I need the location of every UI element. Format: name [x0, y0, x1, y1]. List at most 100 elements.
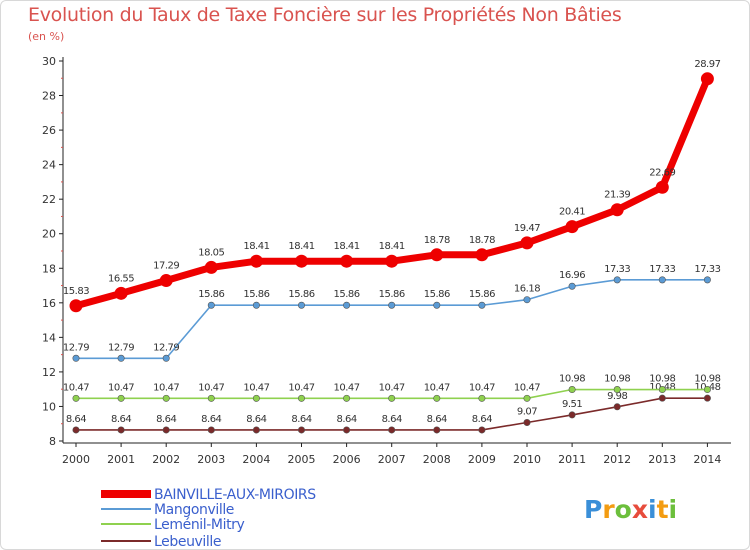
data-label: 18.78	[469, 235, 495, 246]
data-label: 17.33	[694, 264, 720, 275]
data-label: 10.98	[649, 374, 675, 385]
data-point	[297, 426, 305, 434]
data-label: 17.29	[153, 261, 179, 272]
brand-letter: i	[669, 495, 678, 524]
data-label: 10.47	[108, 382, 134, 393]
data-point	[343, 426, 351, 434]
data-point	[568, 411, 576, 419]
x-tick-label: 2012	[603, 453, 631, 466]
data-label: 15.86	[288, 289, 314, 300]
data-label: 12.79	[108, 342, 134, 353]
data-label: 8.64	[66, 414, 86, 425]
data-point	[117, 426, 125, 434]
data-point	[69, 299, 83, 313]
data-label: 16.18	[514, 284, 540, 295]
data-label: 8.64	[246, 414, 266, 425]
data-label: 8.64	[427, 414, 447, 425]
y-tick-label: 8	[49, 435, 56, 448]
data-label: 22.69	[649, 167, 675, 178]
data-label: 10.47	[288, 382, 314, 393]
data-label: 15.86	[334, 289, 360, 300]
chart-title: Evolution du Taux de Taxe Foncière sur l…	[28, 4, 622, 26]
y-tick-label: 24	[42, 159, 56, 172]
y-tick-label: 26	[42, 124, 56, 137]
data-point	[478, 394, 486, 402]
legend-label: Lebeuville	[154, 534, 221, 550]
data-point	[433, 394, 441, 402]
legend-label: Leménil-Mitry	[154, 517, 245, 533]
data-point	[433, 426, 441, 434]
brand-letter: r	[602, 495, 615, 524]
data-point	[252, 426, 260, 434]
data-label: 12.79	[153, 342, 179, 353]
data-label: 10.47	[379, 382, 405, 393]
data-point	[520, 236, 534, 250]
data-point	[343, 394, 351, 402]
y-tick-label: 16	[42, 297, 56, 310]
brand-logo: Proxiti	[584, 495, 677, 524]
data-label: 9.51	[562, 399, 582, 410]
data-point	[703, 276, 711, 284]
data-point	[207, 426, 215, 434]
data-point	[207, 394, 215, 402]
data-label: 12.79	[63, 342, 89, 353]
data-label: 16.55	[108, 273, 134, 284]
data-label: 16.96	[559, 270, 585, 281]
x-tick-label: 2000	[62, 453, 90, 466]
data-point	[72, 394, 80, 402]
data-point	[478, 426, 486, 434]
data-label: 15.83	[63, 286, 89, 297]
data-point	[343, 301, 351, 309]
data-point	[658, 276, 666, 284]
data-point	[658, 394, 666, 402]
brand-letter: x	[632, 495, 648, 524]
data-label: 8.64	[156, 414, 176, 425]
data-point	[249, 254, 263, 268]
data-point	[207, 301, 215, 309]
data-label: 8.64	[382, 414, 402, 425]
x-tick-label: 2002	[152, 453, 180, 466]
data-label: 18.05	[198, 247, 224, 258]
legend-label: BAINVILLE-AUX-MIROIRS	[154, 487, 316, 503]
data-label: 10.98	[694, 374, 720, 385]
y-tick-label: 12	[42, 366, 56, 379]
data-point	[252, 301, 260, 309]
series-0: 15.83 16.55 17.29 18.05 18.41 18.41 18.41 18.41…	[63, 59, 721, 313]
data-label: 20.41	[559, 207, 585, 218]
y-tick-label: 28	[42, 90, 56, 103]
data-label: 17.33	[604, 264, 630, 275]
data-point	[297, 394, 305, 402]
data-point	[700, 72, 714, 86]
data-point	[159, 274, 173, 288]
data-label: 15.86	[198, 289, 224, 300]
data-point	[610, 203, 624, 217]
data-point	[340, 254, 354, 268]
y-tick-label: 10	[42, 400, 56, 413]
y-tick-label: 14	[42, 331, 56, 344]
data-label: 10.47	[469, 382, 495, 393]
data-label: 8.64	[201, 414, 221, 425]
data-point	[204, 260, 218, 274]
data-point	[703, 394, 711, 402]
data-label: 8.64	[336, 414, 356, 425]
series-1: 12.79 12.79 12.79 15.86 15.86 15.86 15.86 15.86…	[63, 264, 721, 362]
data-point	[433, 301, 441, 309]
data-point	[523, 394, 531, 402]
data-point	[565, 220, 579, 234]
data-point	[430, 248, 444, 262]
data-point	[252, 394, 260, 402]
data-label: 8.64	[291, 414, 311, 425]
data-point	[523, 419, 531, 427]
data-label: 10.98	[559, 374, 585, 385]
data-point	[613, 403, 621, 411]
data-point	[703, 386, 711, 394]
x-tick-label: 2014	[693, 453, 721, 466]
data-label: 18.41	[379, 241, 405, 252]
data-point	[162, 354, 170, 362]
x-tick-label: 2008	[423, 453, 451, 466]
brand-letter: P	[584, 495, 602, 524]
y-tick-label: 18	[42, 262, 56, 275]
data-point	[568, 386, 576, 394]
data-label: 10.47	[514, 382, 540, 393]
